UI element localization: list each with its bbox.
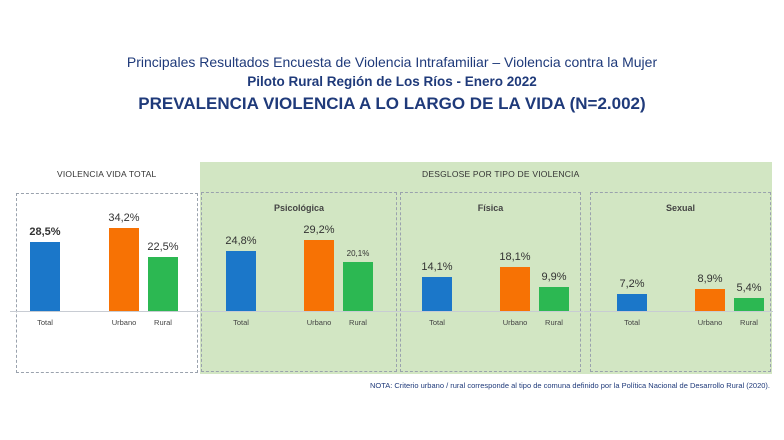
category-label: Rural (740, 318, 758, 327)
data-label: 34,2% (108, 212, 140, 225)
bar-total (422, 276, 452, 311)
data-label: 14,1% (421, 260, 453, 273)
footnote: NOTA: Criterio urbano / rural correspond… (369, 381, 770, 390)
bar-urbano (695, 289, 725, 311)
bar-urbano (304, 240, 334, 311)
bar-urbano (500, 267, 530, 311)
data-label: 18,1% (499, 251, 531, 264)
title-line-2: Piloto Rural Región de Los Ríos - Enero … (247, 74, 537, 89)
bar-total (226, 250, 256, 311)
chart-title: Física (477, 203, 504, 213)
category-label: Total (37, 318, 53, 327)
bar-rural (343, 262, 373, 311)
chart-title: Psicológica (273, 203, 325, 213)
category-label: Rural (545, 318, 563, 327)
category-label: Total (624, 318, 640, 327)
baseline (394, 311, 583, 312)
bar-rural (734, 297, 764, 311)
data-label: 7,2% (619, 277, 645, 290)
category-label: Urbano (502, 318, 528, 327)
data-label: 29,2% (303, 224, 335, 237)
category-label: Rural (154, 318, 172, 327)
category-label: Urbano (111, 318, 137, 327)
bar-urbano (109, 228, 139, 311)
chart-panel-fisica: Física (400, 192, 581, 372)
title-line-1: Principales Resultados Encuesta de Viole… (126, 54, 658, 70)
data-label: 8,9% (697, 273, 723, 286)
category-label: Rural (349, 318, 367, 327)
title-line-3: PREVALENCIA VIOLENCIA A LO LARGO DE LA V… (138, 94, 646, 113)
category-label: Total (429, 318, 445, 327)
breakdown-section-header: DESGLOSE POR TIPO DE VIOLENCIA (422, 169, 580, 179)
category-label: Total (233, 318, 249, 327)
breakdown-background (200, 162, 772, 374)
chart-panel-sexual: Sexual (590, 192, 771, 372)
baseline (584, 311, 773, 312)
data-label: 24,8% (225, 234, 257, 247)
data-label: 9,9% (541, 271, 567, 284)
category-label: Urbano (306, 318, 332, 327)
chart-panel-psicologica: Psicológica (201, 192, 397, 372)
category-label: Urbano (697, 318, 723, 327)
data-label: 28,5% (29, 226, 61, 239)
bar-rural (539, 287, 569, 311)
bar-rural (148, 256, 178, 311)
baseline (195, 311, 399, 312)
data-label: 22,5% (147, 240, 179, 253)
chart-title: Sexual (665, 203, 696, 213)
bar-total (617, 293, 647, 311)
bar-total (30, 242, 60, 311)
baseline (10, 311, 200, 312)
total-section-header: VIOLENCIA VIDA TOTAL (57, 169, 157, 179)
data-label: 20,1% (346, 249, 370, 259)
data-label: 5,4% (736, 281, 762, 294)
